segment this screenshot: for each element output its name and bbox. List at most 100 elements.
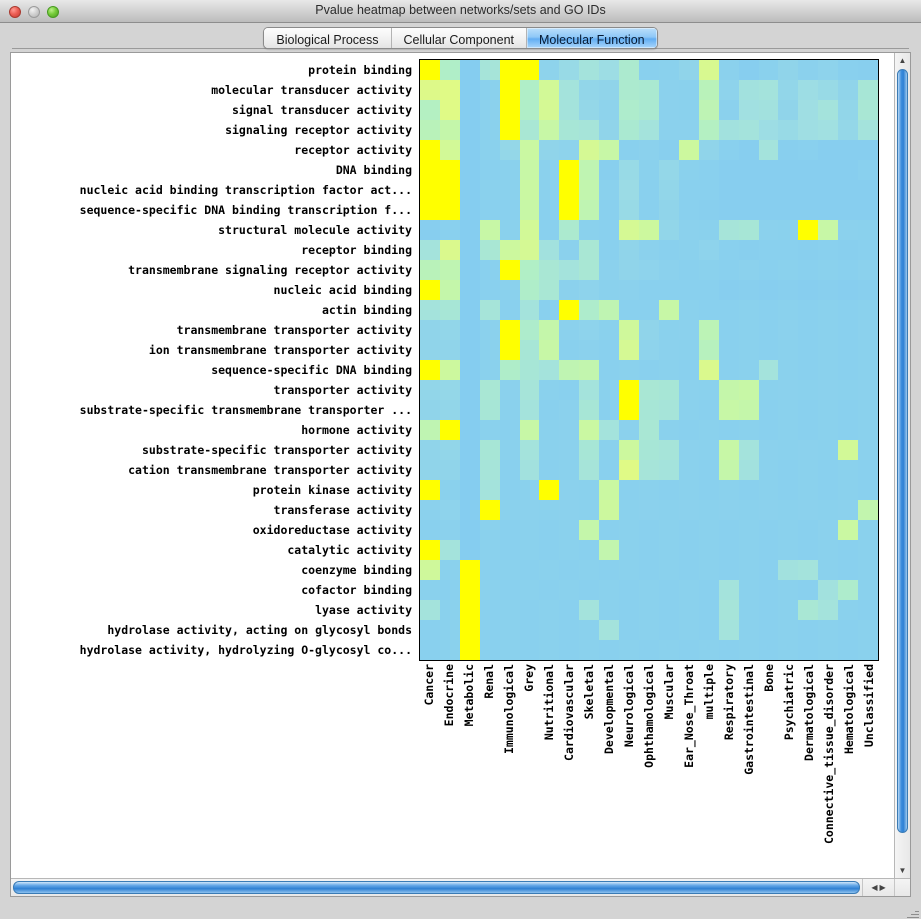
heatmap-cell[interactable] (439, 280, 460, 300)
heatmap-cell[interactable] (798, 100, 819, 120)
heatmap-cell[interactable] (619, 100, 640, 120)
heatmap-cell[interactable] (678, 360, 699, 380)
heatmap-cell[interactable] (858, 360, 878, 380)
heatmap-cell[interactable] (718, 340, 739, 360)
heatmap-cell[interactable] (579, 60, 600, 80)
horizontal-scrollbar[interactable]: ◀ ▶ (11, 878, 910, 896)
heatmap-cell[interactable] (599, 120, 620, 140)
heatmap-cell[interactable] (519, 420, 540, 440)
heatmap-cell[interactable] (599, 60, 620, 80)
heatmap-cell[interactable] (579, 560, 600, 580)
heatmap-cell[interactable] (439, 540, 460, 560)
heatmap-cell[interactable] (479, 160, 500, 180)
heatmap-cell[interactable] (658, 500, 679, 520)
heatmap-cell[interactable] (758, 80, 779, 100)
heatmap-cell[interactable] (718, 380, 739, 400)
heatmap-cell[interactable] (658, 460, 679, 480)
heatmap-cell[interactable] (479, 80, 500, 100)
tab-biological-process[interactable]: Biological Process (264, 28, 392, 48)
heatmap-cell[interactable] (639, 420, 659, 440)
heatmap-cell[interactable] (479, 320, 500, 340)
heatmap-cell[interactable] (738, 620, 759, 640)
heatmap-cell[interactable] (818, 200, 839, 220)
heatmap-cell[interactable] (599, 240, 620, 260)
heatmap-cell[interactable] (539, 420, 560, 440)
heatmap-cell[interactable] (479, 60, 500, 80)
heatmap-cell[interactable] (459, 380, 480, 400)
heatmap-cell[interactable] (579, 320, 600, 340)
heatmap-cell[interactable] (559, 300, 580, 320)
horizontal-scrollbar-track[interactable] (11, 879, 862, 896)
heatmap-cell[interactable] (539, 480, 560, 500)
heatmap-cell[interactable] (420, 540, 440, 560)
heatmap-cell[interactable] (579, 500, 600, 520)
heatmap-cell[interactable] (539, 320, 560, 340)
heatmap-cell[interactable] (499, 280, 520, 300)
heatmap-cell[interactable] (778, 500, 799, 520)
heatmap-cell[interactable] (599, 480, 620, 500)
heatmap-cell[interactable] (678, 600, 699, 620)
heatmap-cell[interactable] (479, 520, 500, 540)
heatmap-cell[interactable] (479, 400, 500, 420)
heatmap-cell[interactable] (619, 400, 640, 420)
heatmap-cell[interactable] (559, 320, 580, 340)
heatmap-cell[interactable] (559, 520, 580, 540)
heatmap-cell[interactable] (459, 580, 480, 600)
heatmap-cell[interactable] (519, 460, 540, 480)
heatmap-cell[interactable] (420, 420, 440, 440)
heatmap-cell[interactable] (499, 160, 520, 180)
heatmap-cell[interactable] (758, 580, 779, 600)
heatmap-cell[interactable] (459, 620, 480, 640)
heatmap-cell[interactable] (718, 320, 739, 340)
heatmap-cell[interactable] (439, 360, 460, 380)
heatmap-cell[interactable] (420, 520, 440, 540)
heatmap-cell[interactable] (758, 220, 779, 240)
heatmap-cell[interactable] (838, 320, 859, 340)
heatmap-cell[interactable] (818, 140, 839, 160)
heatmap-cell[interactable] (678, 520, 699, 540)
heatmap-cell[interactable] (858, 100, 878, 120)
scroll-left-icon[interactable]: ◀ (871, 883, 878, 892)
heatmap-cell[interactable] (838, 220, 859, 240)
heatmap-cell[interactable] (579, 480, 600, 500)
heatmap-cell[interactable] (479, 260, 500, 280)
heatmap-cell[interactable] (858, 320, 878, 340)
heatmap-cell[interactable] (698, 120, 719, 140)
heatmap-cell[interactable] (599, 160, 620, 180)
heatmap-cell[interactable] (678, 560, 699, 580)
heatmap-cell[interactable] (838, 180, 859, 200)
heatmap-cell[interactable] (519, 540, 540, 560)
heatmap-cell[interactable] (559, 200, 580, 220)
heatmap-cell[interactable] (858, 340, 878, 360)
heatmap-cell[interactable] (479, 620, 500, 640)
heatmap-cell[interactable] (718, 280, 739, 300)
heatmap-cell[interactable] (519, 240, 540, 260)
heatmap-cell[interactable] (439, 620, 460, 640)
heatmap-cell[interactable] (519, 200, 540, 220)
heatmap-cell[interactable] (838, 600, 859, 620)
heatmap-cell[interactable] (698, 200, 719, 220)
scroll-down-icon[interactable]: ▼ (898, 866, 907, 875)
heatmap-cell[interactable] (858, 140, 878, 160)
heatmap-cell[interactable] (698, 280, 719, 300)
heatmap-cell[interactable] (838, 460, 859, 480)
heatmap-cell[interactable] (619, 500, 640, 520)
heatmap-cell[interactable] (539, 120, 560, 140)
heatmap-cell[interactable] (718, 80, 739, 100)
heatmap-cell[interactable] (798, 240, 819, 260)
heatmap-cell[interactable] (738, 140, 759, 160)
heatmap-cell[interactable] (579, 440, 600, 460)
heatmap-cell[interactable] (579, 580, 600, 600)
heatmap-cell[interactable] (818, 100, 839, 120)
heatmap-cell[interactable] (479, 200, 500, 220)
heatmap-cell[interactable] (658, 380, 679, 400)
heatmap-cell[interactable] (519, 300, 540, 320)
heatmap-cell[interactable] (838, 520, 859, 540)
heatmap-cell[interactable] (758, 160, 779, 180)
heatmap-cell[interactable] (718, 520, 739, 540)
heatmap-cell[interactable] (639, 200, 659, 220)
heatmap-cell[interactable] (858, 200, 878, 220)
heatmap-cell[interactable] (619, 80, 640, 100)
heatmap-cell[interactable] (420, 260, 440, 280)
heatmap-cell[interactable] (539, 300, 560, 320)
